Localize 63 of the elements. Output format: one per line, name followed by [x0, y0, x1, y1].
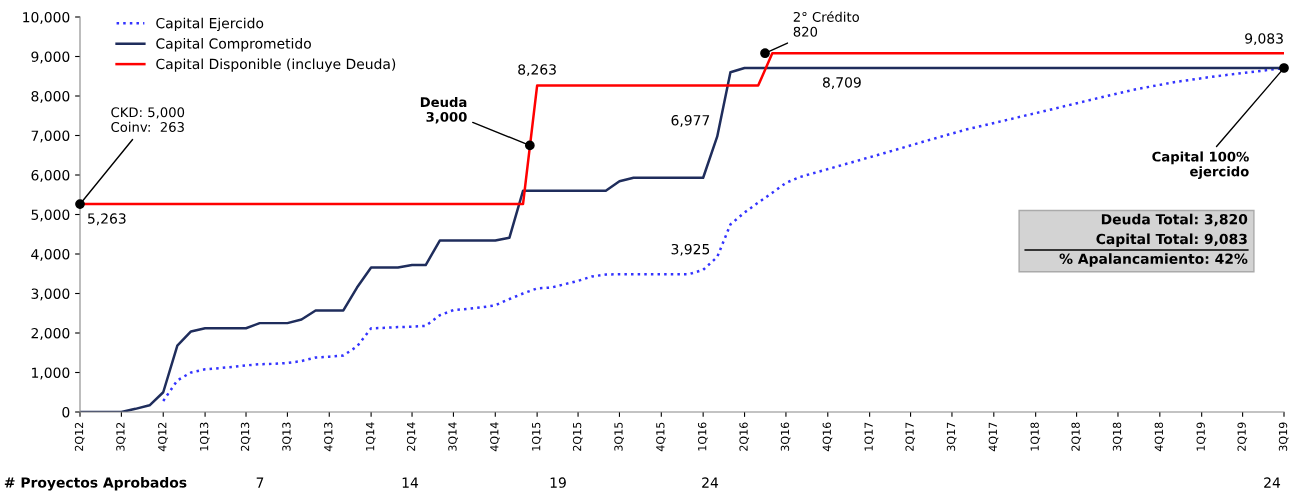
annotation: 8,709 — [822, 77, 861, 90]
x-tick-label: 1Q17 — [864, 422, 875, 451]
y-tick-label: 5,000 — [31, 209, 70, 222]
annotation: Capital Total: 9,083 — [1096, 233, 1247, 247]
annotation: CKD: 5,000 Coinv: 263 — [111, 107, 185, 132]
text: # Proyectos Aprobados — [4, 476, 187, 491]
annotation: 5,263 — [88, 213, 126, 226]
x-tick-label: 2Q15 — [572, 422, 583, 451]
x-tick-label: 2Q14 — [406, 422, 417, 451]
x-tick-label: 1Q18 — [1030, 422, 1041, 451]
annotation: 8,263 — [518, 64, 556, 77]
x-tick-label: 3Q17 — [946, 422, 957, 451]
annotation: 3,925 — [671, 243, 710, 256]
x-tick-label: 3Q16 — [780, 422, 791, 451]
x-tick-label: 1Q13 — [199, 422, 210, 451]
legend-label: Capital Comprometido — [156, 38, 311, 52]
x-tick-label: 4Q16 — [822, 422, 833, 452]
x-tick-label: 4Q12 — [158, 422, 168, 452]
x-tick-label: 2Q13 — [240, 422, 251, 451]
x-tick-label: 2Q17 — [905, 422, 916, 451]
x-tick-label: 3Q19 — [1278, 422, 1289, 451]
annotation: 6,977 — [671, 114, 710, 127]
x-tick-label: 4Q17 — [988, 422, 999, 452]
x-tick-label: 4Q13 — [324, 422, 334, 452]
y-tick-label: 7,000 — [31, 130, 70, 143]
x-tick-label: 2Q18 — [1071, 422, 1082, 451]
x-tick-label: 4Q15 — [656, 422, 666, 452]
x-tick-label: 1Q15 — [531, 422, 542, 451]
x-tick-label: 3Q12 — [116, 422, 126, 451]
annotation: 9,083 — [1245, 33, 1283, 46]
y-tick-label: 6,000 — [31, 169, 70, 182]
annotation: Capital 100% ejercido — [1152, 151, 1249, 180]
text: 19 — [550, 477, 566, 488]
text: 7 — [256, 477, 264, 488]
x-tick-label: 2Q19 — [1237, 422, 1248, 451]
annotation: 2° Crédito 820 — [793, 11, 859, 37]
annotation: Deuda 3,000 — [420, 96, 467, 124]
annotation: Deuda Total: 3,820 — [1101, 213, 1248, 227]
y-tick-label: 8,000 — [31, 90, 70, 103]
y-tick-label: 2,000 — [31, 327, 70, 340]
x-tick-label: 1Q16 — [697, 422, 708, 451]
y-tick-label: 4,000 — [31, 248, 70, 261]
x-tick-label: 4Q14 — [490, 422, 500, 452]
x-tick-label: 3Q14 — [448, 422, 458, 451]
x-tick-label: 2Q16 — [739, 422, 750, 451]
x-tick-label: 1Q14 — [365, 422, 376, 451]
y-tick-label: 0 — [62, 406, 70, 418]
y-tick-label: 9,000 — [31, 51, 70, 64]
legend-label: Capital Disponible (incluye Deuda) — [156, 58, 396, 72]
x-tick-label: 4Q18 — [1154, 422, 1165, 452]
x-tick-label: 3Q15 — [614, 422, 624, 451]
y-tick-label: 1,000 — [32, 367, 70, 380]
text: 14 — [402, 477, 419, 488]
text: 24 — [702, 477, 719, 488]
x-tick-label: 3Q18 — [1112, 422, 1123, 451]
x-tick-label: 3Q13 — [282, 422, 292, 451]
legend-label: Capital Ejercido — [156, 17, 264, 32]
annotation: % Apalancamiento: 42% — [1059, 253, 1248, 267]
x-tick-label: 2Q12 — [74, 422, 85, 451]
x-tick-label: 1Q19 — [1196, 422, 1207, 451]
y-tick-label: 3,000 — [31, 288, 70, 301]
y-tick-label: 10,000 — [23, 11, 70, 24]
text: 24 — [1264, 477, 1281, 488]
